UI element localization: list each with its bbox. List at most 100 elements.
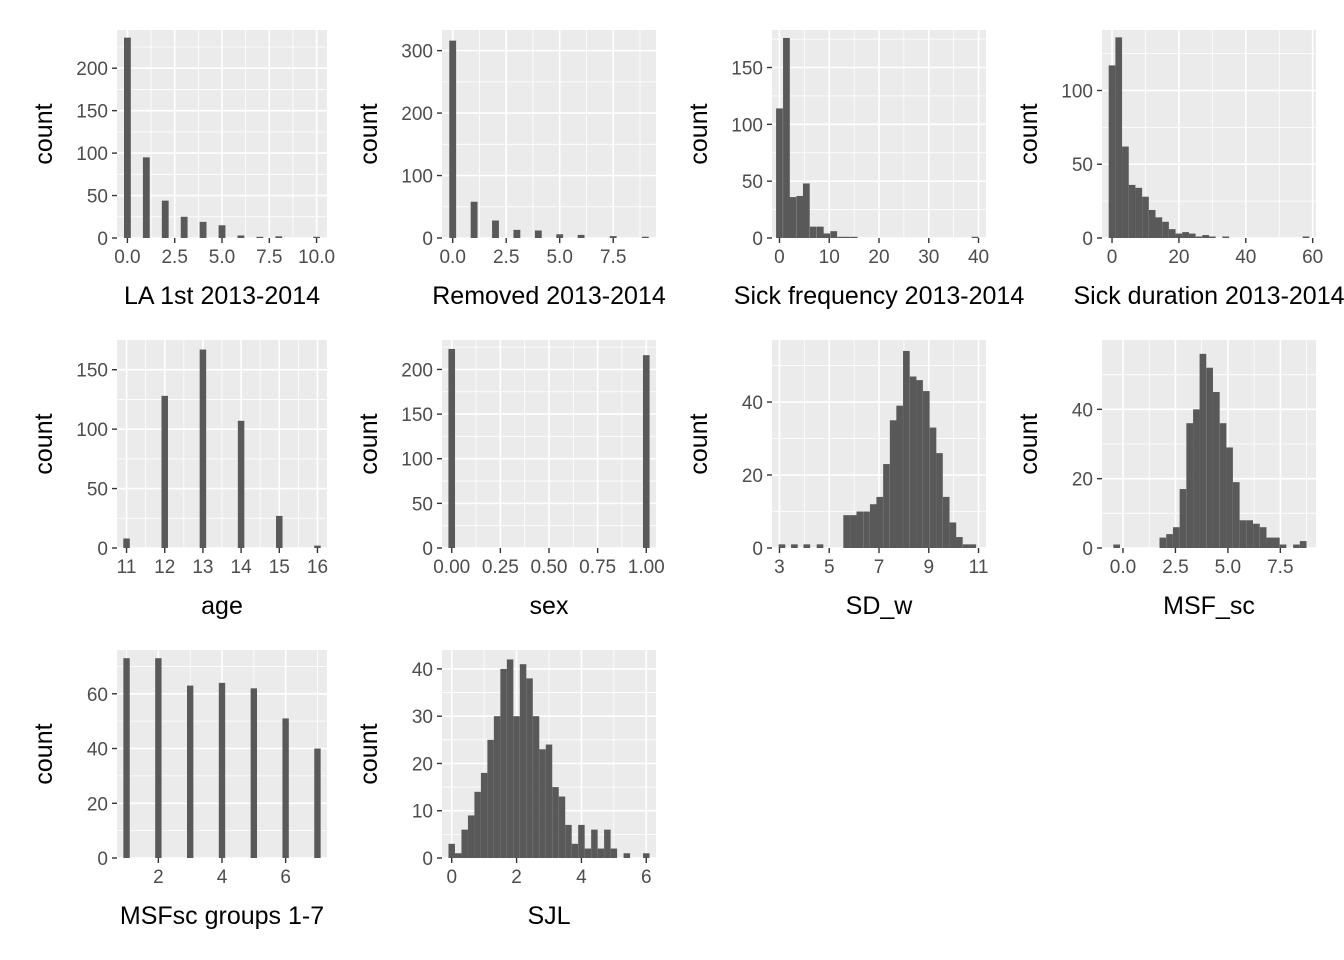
y-tick-label: 30	[412, 707, 433, 728]
chart-panel: 3 5 7 9 11 0 20 40 SD_w count	[685, 340, 988, 620]
y-tick-label: 100	[731, 115, 763, 136]
histogram-bar	[314, 545, 321, 548]
x-tick-label: 14	[231, 557, 253, 578]
histogram-bar	[470, 201, 478, 238]
x-tick-label: 12	[154, 557, 175, 578]
histogram-bar	[643, 853, 650, 858]
histogram-bar	[1293, 544, 1300, 548]
histogram-bar	[313, 236, 320, 238]
x-tick-label: 3	[774, 557, 785, 578]
histogram-bar	[532, 716, 540, 858]
x-tick-label: 0	[1107, 247, 1118, 268]
histogram-bar	[591, 829, 598, 858]
histogram-bar	[578, 824, 585, 858]
histogram-bar	[1182, 232, 1189, 238]
histogram-bar	[889, 420, 897, 548]
x-tick-label: 13	[192, 557, 213, 578]
y-tick-label: 100	[1061, 81, 1093, 102]
histogram-bar	[783, 37, 790, 238]
histogram-bar	[448, 348, 456, 548]
histogram-bar	[843, 515, 850, 548]
histogram-bar	[1175, 233, 1183, 238]
histogram-bar	[467, 815, 475, 858]
x-tick-label: 1.00	[628, 557, 665, 578]
histogram-bar	[942, 496, 950, 548]
histogram-bar	[642, 355, 650, 548]
histogram-bar	[1259, 527, 1267, 548]
histogram-bar	[597, 848, 605, 858]
histogram-bar	[1188, 233, 1196, 238]
histogram-bar	[803, 544, 811, 548]
y-tick-label: 0	[752, 539, 763, 560]
histogram-bar	[876, 496, 884, 548]
chart-panel: 0 10 20 30 40 0 50 100 150 Sick frequency 2013-20…	[685, 30, 1024, 310]
x-tick-label: 2.5	[1162, 557, 1188, 578]
histogram-bar	[1128, 184, 1136, 238]
histogram-bar	[1246, 520, 1254, 548]
y-tick-label: 0	[752, 229, 763, 250]
histogram-bar	[449, 40, 457, 238]
y-tick-label: 20	[412, 754, 433, 775]
histogram-bar	[1273, 537, 1280, 548]
histogram-bar	[500, 668, 507, 858]
histogram-bar	[492, 220, 499, 238]
y-tick-label: 200	[401, 104, 433, 125]
y-tick-label: 0	[97, 539, 108, 560]
histogram-bar	[1193, 409, 1200, 548]
histogram-bar	[969, 544, 977, 548]
histogram-bar	[552, 787, 559, 858]
histogram-bar	[474, 791, 481, 858]
y-tick-label: 50	[87, 187, 108, 208]
y-tick-label: 0	[422, 849, 433, 870]
histogram-bar	[1195, 236, 1203, 238]
histogram-bar	[623, 853, 631, 858]
histogram-bar	[218, 225, 226, 238]
histogram-bar	[237, 420, 245, 548]
y-tick-label: 100	[76, 420, 108, 441]
bars-group	[448, 659, 650, 858]
x-tick-label: 9	[923, 557, 934, 578]
chart-panel: 0 20 40 60 0 50 100 Sick duration 2013-2014 coun…	[1015, 30, 1344, 310]
x-tick-label: 5	[824, 557, 835, 578]
histogram-bar	[256, 236, 264, 238]
y-tick-label: 0	[1082, 539, 1093, 560]
histogram-bar	[461, 829, 468, 858]
x-axis-title: MSF_sc	[1163, 592, 1255, 620]
x-tick-label: 0.0	[1110, 557, 1136, 578]
bars-group	[448, 348, 650, 548]
histogram-bar	[199, 349, 207, 548]
y-tick-label: 150	[76, 361, 108, 382]
bars-group	[1108, 37, 1310, 238]
histogram-bar	[123, 658, 130, 858]
histogram-bar	[187, 685, 194, 858]
y-tick-label: 0	[97, 849, 108, 870]
histogram-bar	[493, 716, 501, 858]
x-tick-label: 40	[1235, 247, 1256, 268]
x-tick-label: 5.0	[1215, 557, 1241, 578]
x-tick-label: 7	[874, 557, 885, 578]
x-tick-label: 11	[117, 557, 137, 578]
histogram-bar	[1279, 544, 1287, 548]
histogram-bar	[276, 515, 283, 548]
histogram-bar	[1266, 537, 1274, 548]
histogram-bar	[1232, 482, 1240, 548]
histogram-bar	[949, 522, 957, 548]
histogram-bar	[856, 511, 864, 548]
histogram-bar	[545, 744, 553, 858]
histogram-bar	[1179, 489, 1187, 548]
y-tick-label: 150	[731, 59, 763, 80]
histogram-bar	[1166, 534, 1173, 548]
y-tick-label: 0	[1082, 229, 1093, 250]
x-axis-title: sex	[530, 592, 569, 620]
histogram-bar	[1159, 537, 1167, 548]
chart-panel: 0.00 0.25 0.50 0.75 1.00 0 50 100 150 200 sex count	[355, 340, 665, 620]
x-tick-label: 20	[1168, 247, 1189, 268]
histogram-bar	[809, 226, 817, 238]
x-axis-title: LA 1st 2013-2014	[124, 282, 320, 310]
histogram-bar	[314, 748, 321, 858]
bars-group	[123, 658, 321, 858]
y-tick-label: 20	[87, 794, 108, 815]
histogram-bar	[250, 688, 257, 858]
x-tick-label: 0.0	[439, 247, 465, 268]
y-tick-label: 300	[401, 42, 433, 63]
